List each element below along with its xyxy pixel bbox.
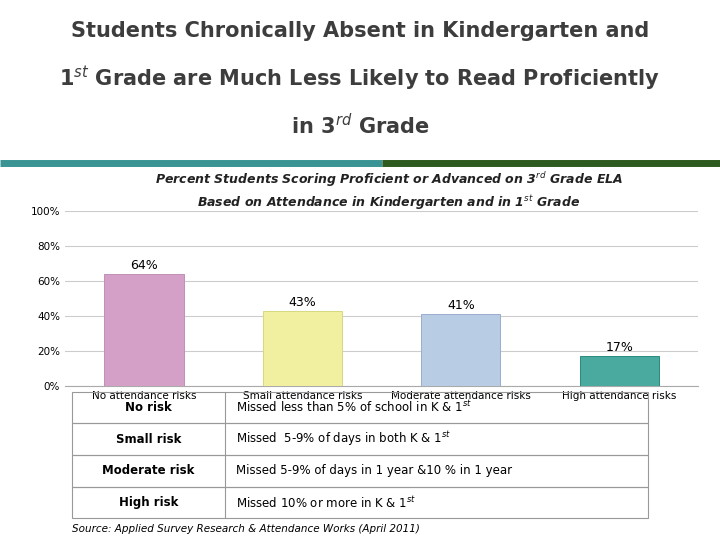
Bar — [72, 455, 648, 487]
Text: No risk: No risk — [125, 401, 171, 414]
Bar — [72, 423, 648, 455]
Bar — [72, 392, 648, 423]
Bar — [580, 356, 659, 386]
Text: Moderate risk: Moderate risk — [102, 464, 194, 477]
Text: 43%: 43% — [289, 295, 316, 308]
Text: Missed less than 5% of school in K & 1$^{st}$: Missed less than 5% of school in K & 1$^… — [236, 400, 472, 415]
Bar — [104, 274, 184, 386]
Bar — [72, 487, 648, 518]
Text: Percent Students Scoring Proficient or Advanced on 3$^{rd}$ Grade ELA: Percent Students Scoring Proficient or A… — [155, 170, 623, 189]
Text: High risk: High risk — [119, 496, 178, 509]
Text: 41%: 41% — [447, 299, 474, 312]
Text: Students Chronically Absent in Kindergarten and: Students Chronically Absent in Kindergar… — [71, 21, 649, 40]
Text: 64%: 64% — [130, 259, 158, 272]
Text: Missed 5-9% of days in 1 year &10 % in 1 year: Missed 5-9% of days in 1 year &10 % in 1… — [236, 464, 513, 477]
Text: 1$^{st}$ Grade are Much Less Likely to Read Proficiently: 1$^{st}$ Grade are Much Less Likely to R… — [60, 64, 660, 93]
Text: Small risk: Small risk — [116, 433, 181, 446]
Bar — [421, 314, 500, 386]
Text: in 3$^{rd}$ Grade: in 3$^{rd}$ Grade — [291, 113, 429, 138]
Text: 17%: 17% — [606, 341, 633, 354]
Text: Source: Applied Survey Research & Attendance Works (April 2011): Source: Applied Survey Research & Attend… — [72, 524, 420, 534]
Text: Based on Attendance in Kindergarten and in 1$^{st}$ Grade: Based on Attendance in Kindergarten and … — [197, 193, 580, 212]
Text: Missed 10% or more in K & 1$^{st}$: Missed 10% or more in K & 1$^{st}$ — [236, 495, 416, 510]
Text: Missed  5-9% of days in both K & 1$^{st}$: Missed 5-9% of days in both K & 1$^{st}$ — [236, 430, 451, 448]
Bar — [263, 310, 342, 386]
